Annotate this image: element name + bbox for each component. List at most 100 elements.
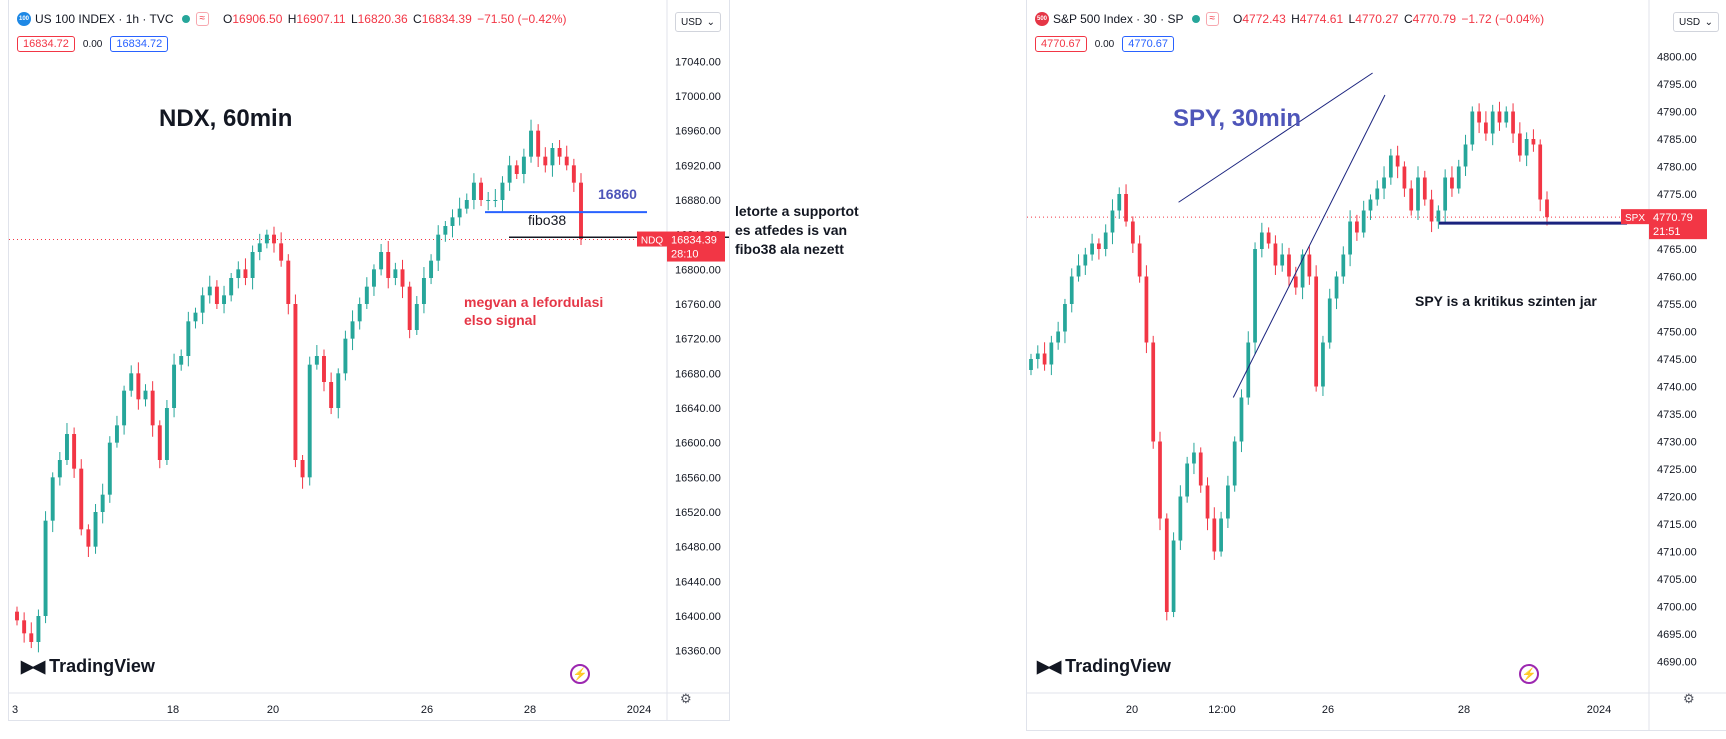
candle-body bbox=[1097, 243, 1101, 249]
y-tick-label: 16560.00 bbox=[675, 472, 721, 484]
currency-select[interactable]: USD ⌄ bbox=[675, 12, 721, 32]
candle-body bbox=[1069, 276, 1074, 304]
candle-body bbox=[107, 442, 112, 495]
y-tick-label: 4715.00 bbox=[1657, 519, 1697, 531]
critical-level-note[interactable]: SPY is a kritikus szinten jar bbox=[1415, 293, 1597, 309]
x-tick-label: 28 bbox=[524, 704, 536, 716]
y-tick-label: 4705.00 bbox=[1657, 574, 1697, 586]
candle-body bbox=[1056, 331, 1061, 343]
candle-body bbox=[421, 278, 426, 304]
fibo-label[interactable]: fibo38 bbox=[528, 212, 567, 228]
candle-body bbox=[521, 156, 526, 174]
price-tag-symbol-box bbox=[637, 231, 667, 247]
market-status-icon[interactable] bbox=[181, 15, 190, 23]
settings-icon[interactable]: ⚙ bbox=[680, 691, 692, 706]
ndx-candlestick-chart[interactable]: 17040.00 17000.00 16960.00 16920.00 16880.00… bbox=[9, 0, 729, 720]
symbol-title[interactable]: US 100 INDEX · 1h · TVC bbox=[35, 12, 174, 26]
compare-icon[interactable]: ≈ bbox=[195, 12, 209, 26]
signal-note[interactable]: megvan a lefordulasi elso signal bbox=[464, 293, 603, 329]
candle-body bbox=[1232, 441, 1237, 486]
price-tag-timer: 21:51 bbox=[1653, 226, 1681, 238]
candle-body bbox=[186, 321, 191, 356]
lightning-icon[interactable]: ⚡ bbox=[570, 664, 590, 684]
candle-body bbox=[1436, 210, 1441, 222]
candle-body bbox=[471, 182, 476, 200]
side-note-line: letorte a supportot bbox=[735, 203, 859, 219]
buy-button[interactable]: 16834.72 bbox=[110, 36, 169, 52]
price-tag-value: 16834.39 bbox=[671, 235, 717, 247]
candle-body bbox=[29, 633, 34, 642]
spread-value: 0.00 bbox=[1094, 38, 1115, 50]
candle-body bbox=[1205, 485, 1210, 519]
buy-button[interactable]: 4770.67 bbox=[1122, 36, 1174, 52]
price-tag-symbol: SPX bbox=[1625, 213, 1645, 224]
candle-body bbox=[250, 252, 255, 278]
y-tick-label: 16720.00 bbox=[675, 334, 721, 346]
y-tick-label: 16680.00 bbox=[675, 368, 721, 380]
candle-body bbox=[1212, 518, 1217, 552]
candle-body bbox=[357, 304, 362, 322]
spx-chart-panel[interactable]: 4800.00 4795.00 4790.00 4785.00 4780.00 4775.… bbox=[1026, 0, 1726, 731]
candle-body bbox=[414, 304, 419, 330]
candle-body bbox=[179, 356, 184, 365]
candle-body bbox=[464, 200, 469, 209]
settings-icon[interactable]: ⚙ bbox=[1683, 691, 1695, 706]
compare-icon[interactable]: ≈ bbox=[1205, 12, 1220, 26]
candle-body bbox=[1035, 353, 1040, 359]
ndx-chart-panel[interactable]: 17040.00 17000.00 16960.00 16920.00 16880.00… bbox=[8, 0, 730, 721]
chevron-down-icon: ⌄ bbox=[706, 16, 715, 28]
y-tick-label: 16640.00 bbox=[675, 403, 721, 415]
y-tick-label: 16600.00 bbox=[675, 438, 721, 450]
y-tick-label: 4725.00 bbox=[1657, 464, 1697, 476]
level-label[interactable]: 16860 bbox=[598, 186, 637, 202]
candle-body bbox=[436, 234, 441, 261]
side-note[interactable]: letorte a supportot es atfedes is van fi… bbox=[735, 202, 859, 259]
x-tick-label: 12:00 bbox=[1208, 704, 1236, 716]
spx-candlestick-chart[interactable]: 4800.00 4795.00 4790.00 4785.00 4780.00 4775.… bbox=[1027, 0, 1726, 730]
y-tick-label: 4720.00 bbox=[1657, 492, 1697, 504]
candle-body bbox=[279, 243, 284, 261]
y-tick-label: 16960.00 bbox=[675, 126, 721, 138]
ohlc-values: O4772.43 H4774.61 L4770.27 C4770.79 −1.7… bbox=[1233, 12, 1545, 26]
y-tick-label: 16400.00 bbox=[675, 611, 721, 623]
candle-body bbox=[486, 200, 491, 201]
candle-body bbox=[457, 208, 462, 218]
candle-body bbox=[1219, 518, 1223, 552]
candle-body bbox=[1375, 188, 1380, 200]
candle-body bbox=[1178, 496, 1183, 541]
candle-body bbox=[1463, 144, 1468, 167]
x-tick-label: 26 bbox=[1322, 704, 1334, 716]
market-status-icon[interactable] bbox=[1191, 15, 1200, 23]
spread-value: 0.00 bbox=[82, 38, 103, 50]
candle-body bbox=[1321, 342, 1325, 387]
price-change: −71.50 (−0.42%) bbox=[477, 12, 567, 26]
x-tick-label: 18 bbox=[167, 704, 179, 716]
y-tick-label: 4690.00 bbox=[1657, 657, 1697, 669]
candle-body bbox=[1110, 210, 1115, 233]
candle-body bbox=[129, 373, 134, 391]
candle-body bbox=[1083, 254, 1088, 266]
candle-body bbox=[1164, 518, 1169, 612]
lightning-icon[interactable]: ⚡ bbox=[1519, 664, 1539, 684]
candle-body bbox=[1348, 221, 1352, 255]
candle-body bbox=[536, 130, 541, 157]
symbol-title[interactable]: S&P 500 Index · 30 · SP bbox=[1053, 12, 1184, 26]
sell-button[interactable]: 16834.72 bbox=[17, 36, 75, 52]
candle-body bbox=[122, 390, 127, 426]
candle-body bbox=[93, 512, 98, 547]
chart-title-annotation[interactable]: SPY, 30min bbox=[1173, 105, 1302, 132]
candle-body bbox=[1334, 276, 1339, 299]
trendline bbox=[1232, 94, 1386, 398]
sell-button[interactable]: 4770.67 bbox=[1035, 36, 1087, 52]
y-tick-label: 17040.00 bbox=[675, 56, 721, 68]
currency-select[interactable]: USD ⌄ bbox=[1673, 12, 1719, 32]
chart-title-annotation[interactable]: NDX, 60min bbox=[159, 105, 293, 132]
candle-body bbox=[1063, 304, 1067, 332]
candle-body bbox=[100, 494, 105, 512]
candle-body bbox=[1151, 342, 1156, 442]
candle-body bbox=[1504, 111, 1509, 123]
candle-body bbox=[329, 382, 334, 408]
candle-body bbox=[1239, 397, 1244, 442]
x-tick-label: 2024 bbox=[627, 704, 651, 716]
candle-body bbox=[1266, 232, 1271, 244]
